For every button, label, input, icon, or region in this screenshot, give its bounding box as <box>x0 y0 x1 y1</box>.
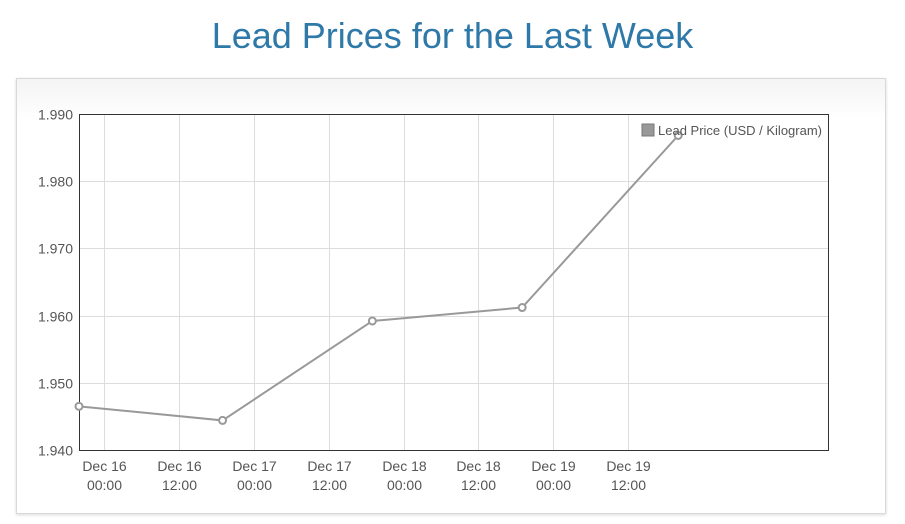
y-tick-label: 1.950 <box>38 376 73 392</box>
x-tick-label-date: Dec 19 <box>531 458 576 474</box>
y-tick-label: 1.970 <box>38 241 73 257</box>
x-tick-label-date: Dec 16 <box>157 458 202 474</box>
line-chart: 1.940 1.950 1.960 1.970 1.980 1.990 Dec 16 00:… <box>38 107 829 493</box>
x-tick-label: Dec 18 12:00 <box>456 458 501 493</box>
x-tick-label-time: 12:00 <box>162 477 197 493</box>
y-tick-label: 1.960 <box>38 309 73 325</box>
x-tick-label-date: Dec 18 <box>382 458 427 474</box>
x-tick-label: Dec 16 12:00 <box>157 458 202 493</box>
x-tick-label: Dec 17 00:00 <box>232 458 277 493</box>
x-tick-label-time: 12:00 <box>611 477 646 493</box>
x-tick-label-date: Dec 17 <box>307 458 352 474</box>
page-title: Lead Prices for the Last Week <box>211 15 694 56</box>
x-tick-label-time: 00:00 <box>536 477 571 493</box>
data-point <box>673 131 683 141</box>
y-tick-label: 1.990 <box>38 107 73 123</box>
y-tick-label: 1.940 <box>38 443 73 459</box>
x-tick-label: Dec 19 00:00 <box>531 458 576 493</box>
plot-border <box>79 114 829 451</box>
x-tick-label-time: 00:00 <box>387 477 422 493</box>
data-point <box>517 303 527 313</box>
x-tick-label: Dec 16 00:00 <box>82 458 127 493</box>
x-tick-label-time: 00:00 <box>237 477 272 493</box>
x-tick-label-time: 12:00 <box>461 477 496 493</box>
x-tick-label-date: Dec 19 <box>606 458 651 474</box>
x-tick-label-time: 12:00 <box>312 477 347 493</box>
plot-area <box>79 114 828 450</box>
legend[interactable]: Lead Price (USD / Kilogram) <box>641 123 822 138</box>
x-tick-label-time: 00:00 <box>87 477 122 493</box>
x-tick-label-date: Dec 17 <box>232 458 277 474</box>
chart-card: 1.940 1.950 1.960 1.970 1.980 1.990 Dec 16 00:… <box>16 78 886 514</box>
y-tick-label: 1.980 <box>38 174 73 190</box>
legend-swatch <box>641 123 655 137</box>
x-tick-label: Dec 17 12:00 <box>307 458 352 493</box>
x-tick-label-date: Dec 18 <box>456 458 501 474</box>
legend-label: Lead Price (USD / Kilogram) <box>658 123 822 138</box>
x-tick-label: Dec 18 00:00 <box>382 458 427 493</box>
data-point <box>74 401 84 411</box>
y-axis-ticks: 1.940 1.950 1.960 1.970 1.980 1.990 <box>38 107 73 459</box>
x-tick-label: Dec 19 12:00 <box>606 458 651 493</box>
x-tick-label-date: Dec 16 <box>82 458 127 474</box>
series-layer <box>74 131 683 425</box>
data-point <box>367 316 377 326</box>
data-point <box>218 415 228 425</box>
x-axis-ticks: Dec 16 00:00 Dec 16 12:00 Dec 17 00:00 Dec 17 1… <box>82 458 651 493</box>
